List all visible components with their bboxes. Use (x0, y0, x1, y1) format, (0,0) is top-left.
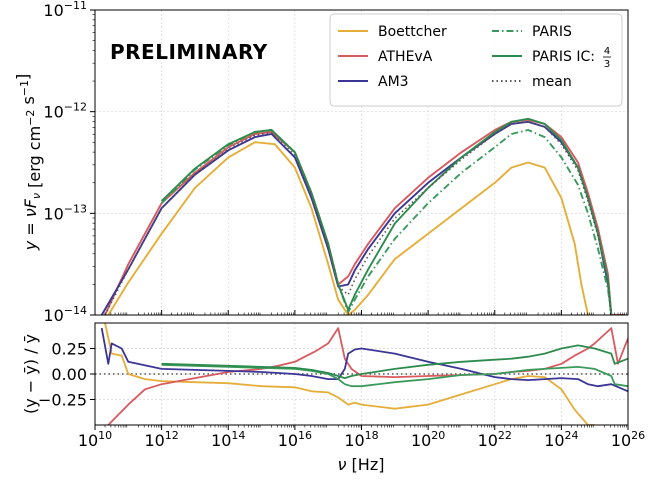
bottom-y-tick-label: −0.25 (38, 391, 87, 410)
x-tick-label: 1010 (78, 429, 112, 450)
x-tick-label: 1014 (211, 429, 245, 450)
legend-fraction-numerator: 4 (604, 46, 610, 57)
x-tick-label: 1020 (411, 429, 445, 450)
top-series-line (160, 117, 613, 315)
bottom-y-tick-label: 0.25 (51, 340, 87, 359)
legend-label: ATHEvA (378, 49, 433, 65)
legend-label: mean (532, 74, 572, 90)
top-y-tick-label: 10−14 (43, 304, 87, 325)
x-tick-label: 1026 (611, 429, 645, 450)
legend-box (329, 13, 623, 107)
bottom-y-tick-label: 0.00 (51, 365, 87, 384)
top-series-line (107, 141, 589, 315)
bottom-series-line (161, 344, 628, 380)
top-series-line (100, 120, 613, 315)
bottom-series-line (100, 327, 628, 393)
x-tick-label: 1018 (344, 429, 378, 450)
top-series-line (104, 118, 625, 315)
bottom-series-line (104, 323, 595, 425)
top-ticks: 10−11 10−12 10−13 10−14 (43, 0, 629, 325)
bottom-series-line (161, 363, 628, 388)
bottom-ticks: 1010 1012 1014 1016 1018 1020 1022 1024 1026 0.25… (38, 340, 645, 451)
x-tick-label: 1012 (144, 429, 178, 450)
x-tick-label: 1016 (278, 429, 312, 450)
top-y-tick-label: 10−11 (43, 0, 87, 20)
x-tick-label: 1022 (478, 429, 512, 450)
legend-fraction-denominator: 3 (604, 59, 610, 70)
legend-label: PARIS (532, 24, 572, 40)
x-tick-label: 1024 (544, 429, 578, 450)
bottom-series-group (95, 323, 628, 425)
top-series-group (100, 117, 625, 315)
top-series-line (104, 121, 613, 315)
bottom-series-line (107, 327, 628, 425)
legend-label: PARIS IC: (532, 49, 595, 65)
x-axis-label: ν [Hz] (338, 455, 385, 474)
top-y-axis-label: y = νFν [erg cm−2 s−1] (13, 74, 44, 252)
bottom-y-axis-label: (y − ȳ) / ȳ (21, 334, 40, 414)
preliminary-watermark: PRELIMINARY (110, 40, 268, 64)
top-y-tick-label: 10−13 (43, 202, 87, 223)
legend: Boettcher ATHEvA AM3 PARIS PARIS IC: 4 3 mean (329, 13, 623, 107)
top-y-tick-label: 10−12 (43, 101, 87, 122)
legend-label: Boettcher (378, 24, 447, 40)
legend-label: AM3 (378, 74, 409, 90)
